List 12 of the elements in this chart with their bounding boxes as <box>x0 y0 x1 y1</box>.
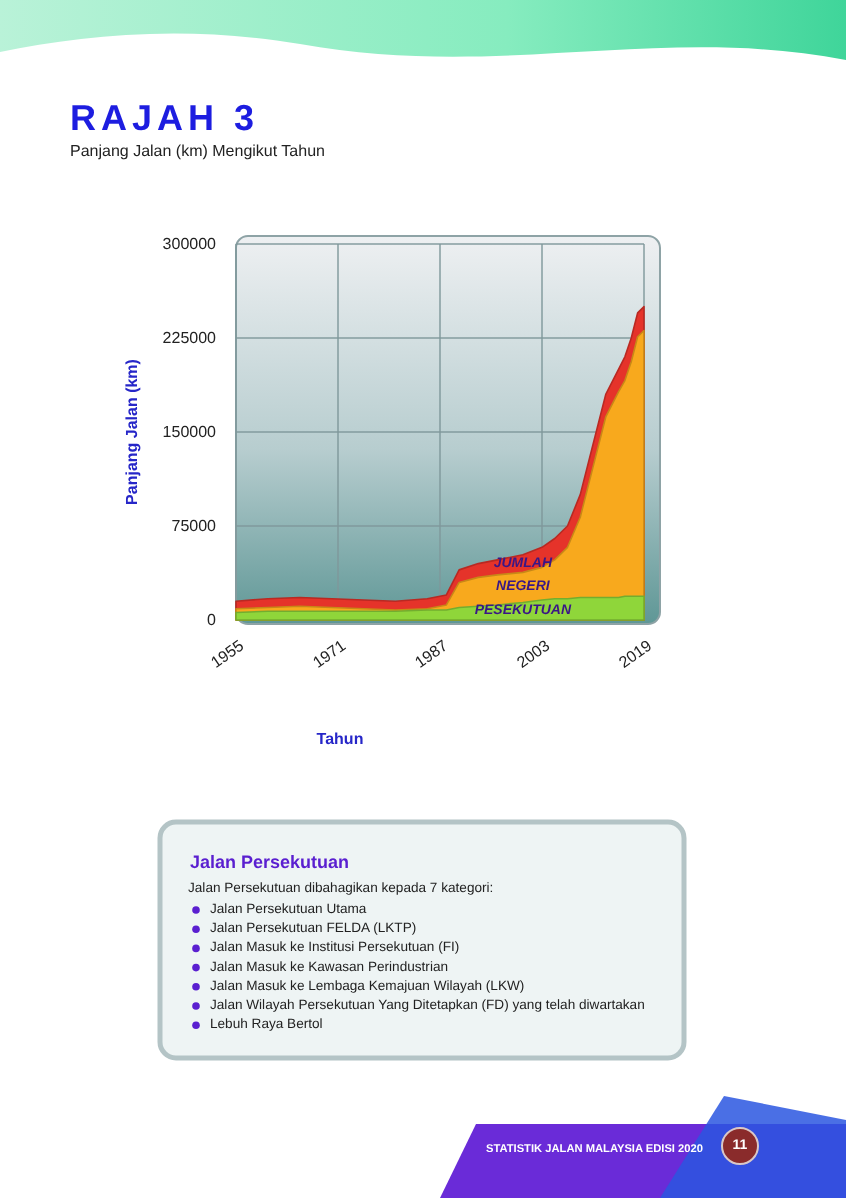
y-tick-label: 150000 <box>162 423 218 441</box>
x-tick-label: 2019 <box>615 636 657 672</box>
x-axis-title: Tahun <box>316 730 364 748</box>
y-tick-label: 0 <box>207 611 218 629</box>
chart-subtitle: Panjang Jalan (km) Mengikut Tahun <box>70 142 325 160</box>
chart-title: RAJAH 3 <box>70 98 260 138</box>
y-axis-title: Panjang Jalan (km) <box>123 358 141 505</box>
text: Jalan Persekutuan <box>190 852 350 872</box>
y-tick-label: 300000 <box>162 235 218 253</box>
y-tick-label: 75000 <box>171 517 218 535</box>
x-tick-label: 1971 <box>309 636 351 672</box>
y-tick-label: 225000 <box>162 329 218 347</box>
